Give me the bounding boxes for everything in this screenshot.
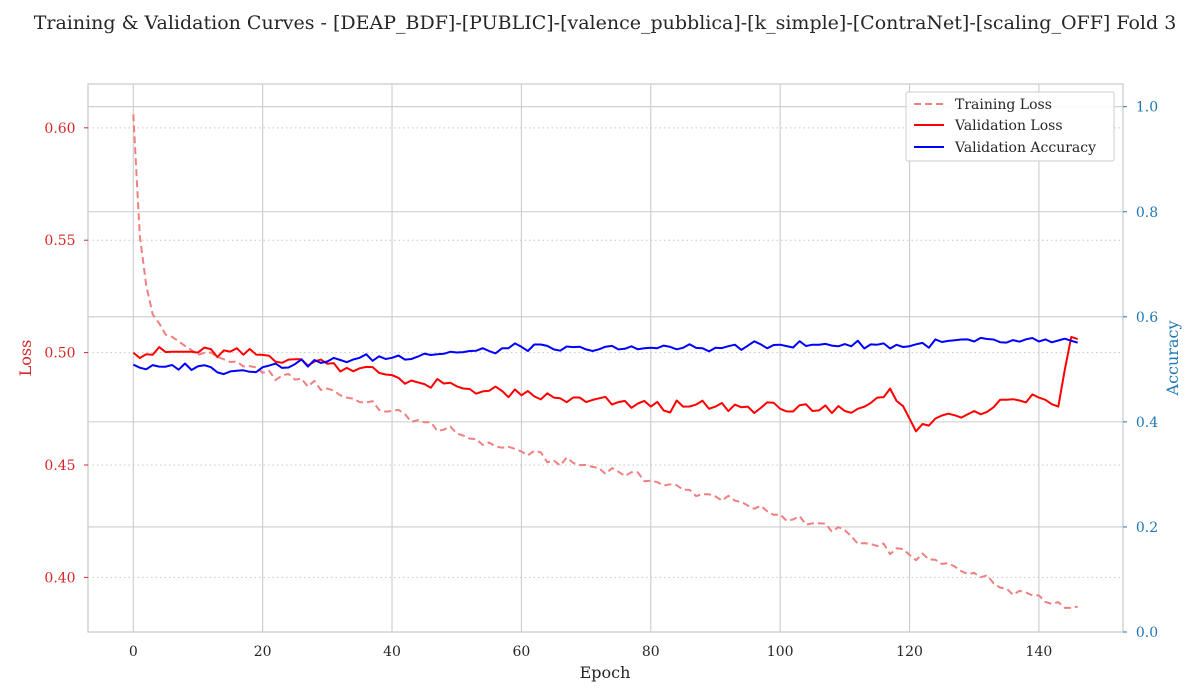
x-tick-label: 20 xyxy=(254,644,272,660)
legend-box xyxy=(905,91,1115,162)
y-right-tick-label: 0.2 xyxy=(1136,520,1158,536)
x-tick-label: 120 xyxy=(896,644,923,660)
y-right-tick-label: 1.0 xyxy=(1136,100,1158,116)
legend: Training Loss Validation Loss Validation… xyxy=(905,91,1115,162)
legend-label-training-loss: Training Loss xyxy=(955,97,1052,113)
x-tick-label: 40 xyxy=(383,644,401,660)
y-right-tick-label: 0.6 xyxy=(1136,310,1158,326)
x-tick-label: 60 xyxy=(512,644,530,660)
y-left-tick-label: 0.45 xyxy=(44,458,75,474)
grid-layer xyxy=(88,84,1123,633)
x-axis-label: Epoch xyxy=(580,663,631,682)
y-right-axis-label: Accuracy xyxy=(1163,321,1182,397)
legend-label-validation-loss: Validation Loss xyxy=(954,118,1063,134)
y-left-tick-label: 0.50 xyxy=(44,346,75,362)
y-right-tick-label: 0.4 xyxy=(1136,415,1158,431)
chart-title: Training & Validation Curves - [DEAP_BDF… xyxy=(34,12,1177,34)
x-tick-label: 140 xyxy=(1026,644,1053,660)
legend-label-validation-accuracy: Validation Accuracy xyxy=(954,140,1096,156)
y-right-tick-label: 0.8 xyxy=(1136,205,1158,221)
x-tick-label: 80 xyxy=(642,644,660,660)
y-left-tick-label: 0.55 xyxy=(44,233,75,249)
tick-layer: 0 20 40 60 80 100 120 140 0.40 0.45 0.50 0.55 0.60 0.… xyxy=(44,100,1158,660)
series-layer xyxy=(132,114,1079,609)
plot-frame xyxy=(87,83,1124,633)
x-tick-label: 0 xyxy=(129,644,138,660)
y-left-tick-label: 0.60 xyxy=(44,121,75,137)
x-tick-label: 100 xyxy=(767,644,794,660)
y-left-axis-label: Loss xyxy=(16,340,35,377)
y-right-tick-label: 0.0 xyxy=(1136,625,1158,641)
validation-accuracy-line xyxy=(132,336,1078,376)
validation-loss-line xyxy=(132,335,1079,433)
y-left-tick-label: 0.40 xyxy=(44,570,75,586)
